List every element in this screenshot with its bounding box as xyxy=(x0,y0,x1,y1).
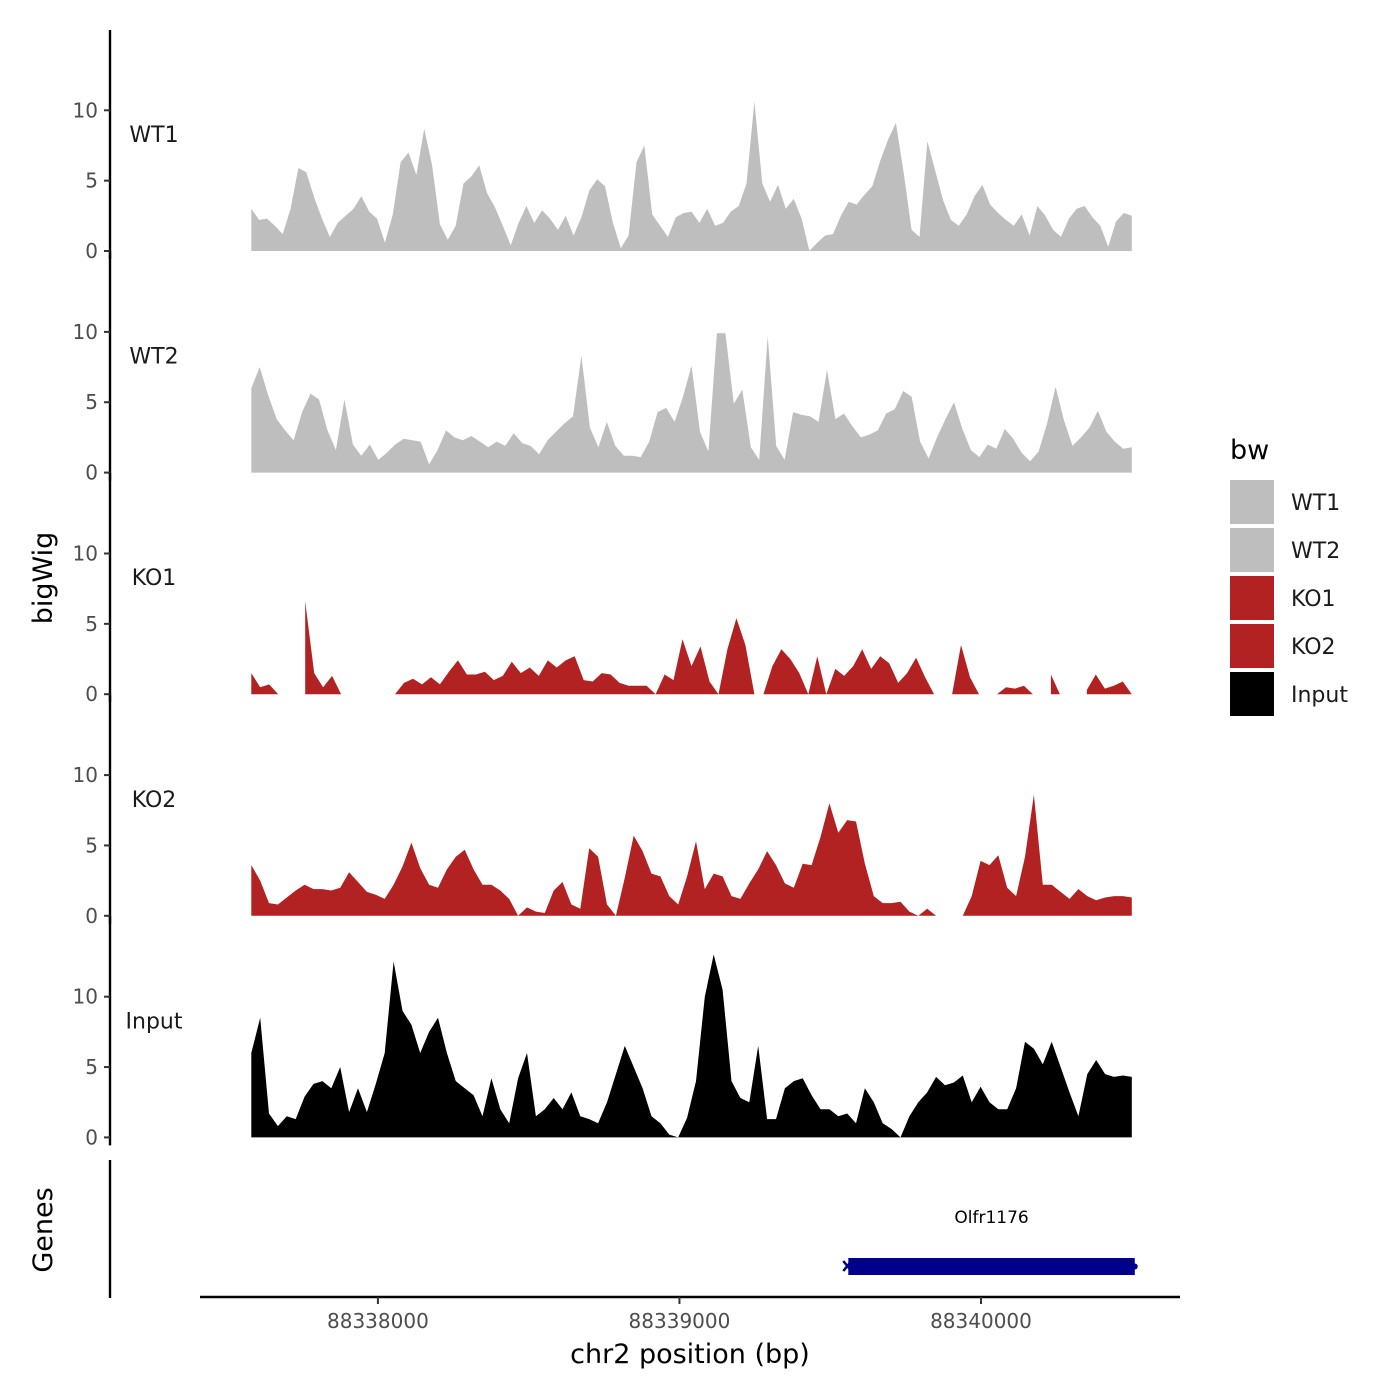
y-tick-label-wt2-10: 10 xyxy=(73,320,98,344)
legend-swatch-wt2 xyxy=(1230,528,1274,572)
area-ko1-segment-2 xyxy=(395,618,935,695)
legend-swatch-wt1 xyxy=(1230,480,1274,524)
gene-panel: Olfr1176 xyxy=(108,1160,1138,1298)
y-tick-label-ko2-5: 5 xyxy=(85,833,98,857)
x-tick-label-88338000: 88338000 xyxy=(327,1309,429,1333)
gene-end-marker-olfr1176 xyxy=(1131,1263,1138,1270)
track-wt1: 0 5 10 WT1 xyxy=(73,30,1132,263)
track-ko1: 0 5 10 KO1 xyxy=(73,473,1132,706)
x-axis-title: chr2 position (bp) xyxy=(570,1339,810,1370)
gene-olfr1176: Olfr1176 xyxy=(842,1208,1138,1275)
legend-entry-wt1: WT1 xyxy=(1230,480,1340,524)
legend-label-input: Input xyxy=(1291,683,1348,708)
legend: bw WT1 WT2 KO1 KO2 Input xyxy=(1230,435,1348,716)
legend-label-wt1: WT1 xyxy=(1291,491,1340,516)
legend-entry-ko2: KO2 xyxy=(1230,624,1336,668)
gene-label-olfr1176: Olfr1176 xyxy=(954,1208,1028,1228)
x-axis: 88338000 88339000 88340000 xyxy=(200,1295,1180,1333)
x-tick-label-88339000: 88339000 xyxy=(629,1309,731,1333)
gene-body-olfr1176 xyxy=(848,1258,1135,1275)
legend-swatch-ko1 xyxy=(1230,576,1274,620)
y-tick-label-wt1-10: 10 xyxy=(73,98,98,122)
track-ko2: 0 5 10 KO2 xyxy=(73,694,1132,928)
area-ko1-segment-4 xyxy=(997,685,1033,695)
y-tick-label-input-5: 5 xyxy=(85,1055,98,1079)
y-tick-label-input-10: 10 xyxy=(73,985,98,1009)
y-tick-label-input-0: 0 xyxy=(85,1125,98,1149)
y-tick-label-ko1-10: 10 xyxy=(73,541,98,565)
track-label-wt1: WT1 xyxy=(129,123,178,148)
x-tick-label-88340000: 88340000 xyxy=(930,1309,1032,1333)
y-tick-label-wt2-0: 0 xyxy=(85,461,98,485)
track-input: 0 5 10 Input xyxy=(73,916,1132,1149)
legend-swatch-input xyxy=(1230,672,1274,716)
track-label-ko2: KO2 xyxy=(132,788,177,813)
area-ko1-segment-3 xyxy=(952,645,979,695)
area-wt2-segment-0 xyxy=(251,333,1132,473)
track-label-wt2: WT2 xyxy=(129,345,178,370)
legend-label-ko1: KO1 xyxy=(1291,587,1336,612)
tracks-group: 0 5 10 WT1 0 5 10 WT2 0 5 10 KO1 0 5 10 KO2 0 5 10 Input xyxy=(73,30,1132,1149)
area-ko1-segment-1 xyxy=(305,601,342,695)
legend-entry-input: Input xyxy=(1230,672,1348,716)
y-tick-label-wt2-5: 5 xyxy=(85,390,98,414)
area-ko1-segment-5 xyxy=(1050,674,1060,695)
genes-axis-title: Genes xyxy=(28,1187,59,1272)
track-label-ko1: KO1 xyxy=(132,566,177,591)
area-wt1-segment-0 xyxy=(251,101,1132,251)
y-tick-label-ko1-0: 0 xyxy=(85,682,98,706)
area-ko2-segment-1 xyxy=(962,794,1132,916)
y-tick-label-wt1-0: 0 xyxy=(85,239,98,263)
legend-label-wt2: WT2 xyxy=(1291,539,1340,564)
track-wt2: 0 5 10 WT2 xyxy=(73,251,1132,485)
area-ko1-segment-0 xyxy=(251,673,279,695)
legend-label-ko2: KO2 xyxy=(1291,635,1336,660)
y-tick-label-wt1-5: 5 xyxy=(85,169,98,193)
legend-entry-wt2: WT2 xyxy=(1230,528,1340,572)
y-axis-title: bigWig xyxy=(28,532,59,625)
y-tick-label-ko1-5: 5 xyxy=(85,612,98,636)
y-tick-label-ko2-0: 0 xyxy=(85,904,98,928)
y-tick-label-ko2-10: 10 xyxy=(73,763,98,787)
area-input-segment-0 xyxy=(251,954,1132,1138)
legend-swatch-ko2 xyxy=(1230,624,1274,668)
gene-strand-marker-olfr1176 xyxy=(842,1260,853,1272)
track-label-input: Input xyxy=(126,1009,183,1034)
legend-title: bw xyxy=(1230,435,1269,466)
legend-entry-ko1: KO1 xyxy=(1230,576,1336,620)
area-ko2-segment-0 xyxy=(251,803,937,916)
area-ko1-segment-6 xyxy=(1086,674,1132,695)
